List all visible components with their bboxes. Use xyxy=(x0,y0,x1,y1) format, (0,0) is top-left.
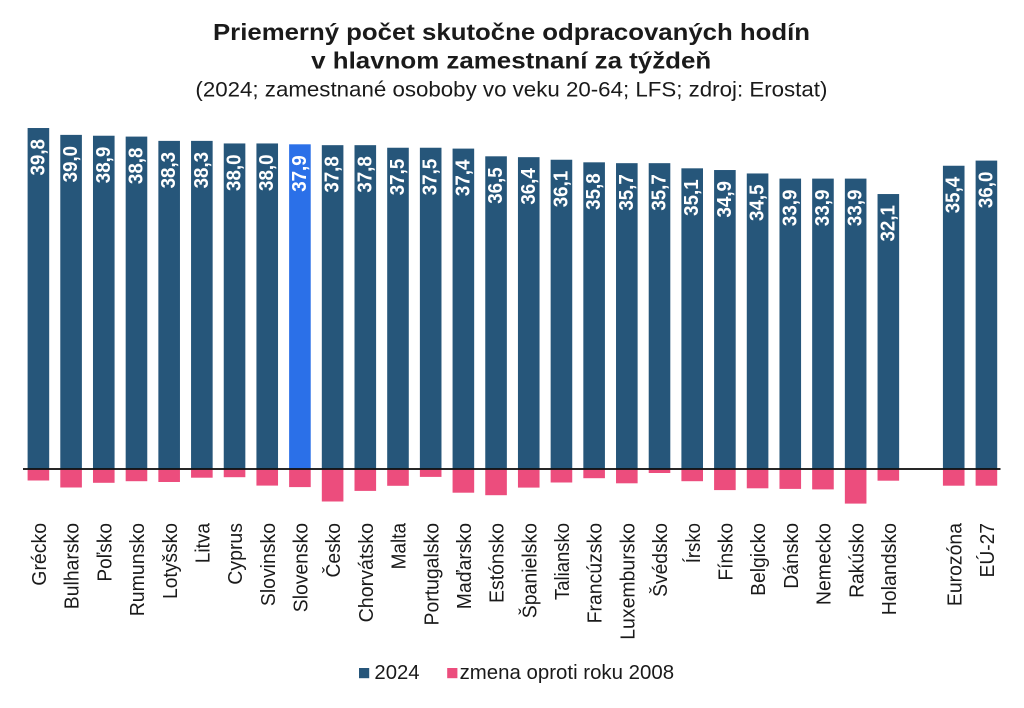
svg-text:36,0: 36,0 xyxy=(975,172,997,209)
svg-text:33,9: 33,9 xyxy=(845,190,867,227)
svg-text:Španielsko: Španielsko xyxy=(518,523,541,618)
svg-text:38,9: 38,9 xyxy=(93,147,115,184)
svg-text:38,0: 38,0 xyxy=(256,154,278,191)
svg-text:38,3: 38,3 xyxy=(158,152,180,189)
svg-text:33,9: 33,9 xyxy=(779,190,801,227)
svg-text:Holandsko: Holandsko xyxy=(879,523,901,615)
svg-text:34,5: 34,5 xyxy=(747,184,769,221)
svg-text:Grécko: Grécko xyxy=(29,523,51,586)
svg-text:EÚ-27: EÚ-27 xyxy=(976,523,999,578)
svg-text:38,3: 38,3 xyxy=(191,152,213,189)
svg-text:37,9: 37,9 xyxy=(289,155,311,192)
svg-text:(2024; zamestnané osoboby vo v: (2024; zamestnané osoboby vo veku 20-64;… xyxy=(195,78,827,101)
svg-text:36,4: 36,4 xyxy=(518,167,540,204)
svg-text:Eurozóna: Eurozóna xyxy=(944,522,966,606)
svg-text:36,1: 36,1 xyxy=(550,171,572,208)
svg-text:Dánsko: Dánsko xyxy=(781,523,803,589)
svg-text:Nemecko: Nemecko xyxy=(814,523,836,605)
svg-text:Estónsko: Estónsko xyxy=(487,523,509,603)
svg-text:Slovensko: Slovensko xyxy=(291,523,313,612)
svg-text:39,0: 39,0 xyxy=(60,146,82,183)
svg-text:2024: 2024 xyxy=(374,662,419,684)
svg-text:Švédsko: Švédsko xyxy=(649,523,672,597)
svg-text:Taliansko: Taliansko xyxy=(552,523,574,600)
svg-text:Írsko: Írsko xyxy=(682,523,705,563)
svg-text:38,0: 38,0 xyxy=(224,154,246,191)
svg-text:Česko: Česko xyxy=(322,523,345,578)
svg-text:v hlavnom zamestnaní za týždeň: v hlavnom zamestnaní za týždeň xyxy=(311,47,711,73)
svg-text:37,4: 37,4 xyxy=(452,159,474,196)
svg-text:zmena oproti roku 2008: zmena oproti roku 2008 xyxy=(460,662,674,684)
svg-text:Poľsko: Poľsko xyxy=(94,523,116,582)
svg-text:35,1: 35,1 xyxy=(681,179,703,216)
svg-text:Priemerný počet skutočne odpra: Priemerný počet skutočne odpracovaných h… xyxy=(213,19,810,45)
svg-text:35,7: 35,7 xyxy=(649,174,671,211)
svg-text:37,5: 37,5 xyxy=(387,159,409,196)
svg-text:35,4: 35,4 xyxy=(943,176,965,213)
svg-text:Chorvátsko: Chorvátsko xyxy=(356,523,378,622)
svg-text:37,8: 37,8 xyxy=(322,156,344,193)
svg-text:35,7: 35,7 xyxy=(616,174,638,211)
svg-text:33,9: 33,9 xyxy=(812,190,834,227)
svg-text:Fínsko: Fínsko xyxy=(715,523,737,581)
svg-text:Litva: Litva xyxy=(192,522,214,563)
svg-text:36,5: 36,5 xyxy=(485,167,507,204)
svg-text:32,1: 32,1 xyxy=(877,205,899,242)
svg-text:Luxembursko: Luxembursko xyxy=(617,523,639,640)
svg-text:Portugalsko: Portugalsko xyxy=(421,523,443,626)
svg-text:Rakúsko: Rakúsko xyxy=(846,523,868,598)
svg-text:37,5: 37,5 xyxy=(420,159,442,196)
svg-text:Maďarsko: Maďarsko xyxy=(454,523,476,609)
svg-text:Slovinsko: Slovinsko xyxy=(258,523,280,606)
svg-text:34,9: 34,9 xyxy=(714,181,736,218)
svg-text:Malta: Malta xyxy=(389,522,411,569)
svg-text:Lotyšsko: Lotyšsko xyxy=(160,523,182,599)
svg-text:Belgicko: Belgicko xyxy=(748,523,770,596)
svg-text:38,8: 38,8 xyxy=(125,148,147,185)
svg-text:Bulharsko: Bulharsko xyxy=(62,523,84,609)
svg-text:Rumunsko: Rumunsko xyxy=(127,523,149,616)
svg-text:37,8: 37,8 xyxy=(354,156,376,193)
svg-text:Francúzsko: Francúzsko xyxy=(585,523,607,623)
svg-text:35,8: 35,8 xyxy=(583,173,605,210)
svg-text:39,8: 39,8 xyxy=(27,139,49,176)
svg-text:Cyprus: Cyprus xyxy=(225,523,247,585)
